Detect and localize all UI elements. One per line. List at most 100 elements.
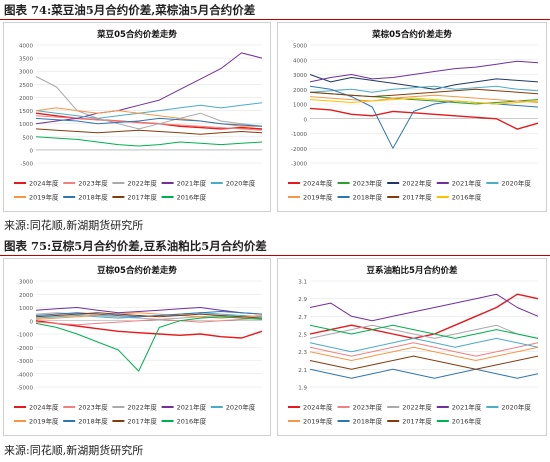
legend-entry: 2023年度 bbox=[353, 403, 383, 412]
y-tick-label: 5000 bbox=[293, 44, 307, 50]
chart-soy-palm-spread: 豆棕05合约价差走势 -5000 -4000 -3000 -2000 -1000 0 1000… bbox=[14, 265, 263, 426]
series-line bbox=[35, 128, 263, 135]
legend-entry: 2016年度 bbox=[452, 193, 482, 202]
legend-entry: 2019年度 bbox=[303, 417, 333, 426]
figure-74-source: 来源:同花顺,新湖期货研究所 bbox=[4, 219, 144, 232]
series-line bbox=[35, 312, 263, 319]
y-tick-label: 2.9 bbox=[298, 297, 307, 303]
legend-entry: 2020年度 bbox=[226, 179, 256, 188]
legend-entry: 2017年度 bbox=[402, 193, 432, 202]
legend-entry: 2019年度 bbox=[29, 193, 59, 202]
figure-74-label: 图表 74:菜豆油5月合约价差,菜棕油5月合约价差 bbox=[4, 3, 256, 17]
y-tick-label: -2000 bbox=[291, 147, 307, 153]
series-line bbox=[35, 312, 263, 320]
legend-entry: 2023年度 bbox=[78, 179, 108, 188]
y-tick-label: 3000 bbox=[19, 70, 33, 76]
figure-75-label: 图表 75:豆棕5月合约价差,豆系油粕比5月合约价差 bbox=[4, 239, 267, 253]
series-line bbox=[309, 85, 539, 93]
y-tick-label: 2000 bbox=[19, 96, 33, 102]
y-tick-label: 1000 bbox=[293, 103, 307, 109]
legend-entry: 2017年度 bbox=[127, 193, 157, 202]
series-line bbox=[309, 324, 539, 339]
y-tick-label: 2500 bbox=[19, 83, 33, 89]
legend-entry: 2022年度 bbox=[127, 403, 157, 412]
legend-entry: 2018年度 bbox=[78, 193, 108, 202]
y-tick-label: 0 bbox=[30, 319, 34, 325]
chart-soy-oil-meal-ratio: 豆系油粕比5月合约价差 1.9 2.1 2.3 2.5 2.7 2.9 3.1 2024年度 20… bbox=[288, 265, 539, 426]
chart-title: 豆系油粕比5月合约价差 bbox=[367, 265, 458, 276]
legend-entry: 2022年度 bbox=[402, 403, 432, 412]
legend-entry: 2022年度 bbox=[402, 179, 432, 188]
series-line bbox=[35, 115, 263, 131]
y-tick-label: -5000 bbox=[17, 386, 33, 392]
chart-panel-rapeseed-palm-spread: 菜棕05合约价差走势 -3000 -2000 -1000 0 1000 2000 3000 40… bbox=[277, 22, 547, 212]
series-line bbox=[35, 117, 263, 127]
chart-title: 菜豆05合约价差走势 bbox=[96, 29, 177, 40]
legend-entry: 2019年度 bbox=[29, 417, 59, 426]
y-tick-label: -500 bbox=[21, 162, 34, 168]
legend-entry: 2016年度 bbox=[177, 193, 207, 202]
y-tick-label: 1.9 bbox=[298, 386, 307, 392]
legend-entry: 2018年度 bbox=[353, 417, 383, 426]
y-tick-label: 2.1 bbox=[298, 368, 307, 374]
series-line bbox=[35, 52, 263, 125]
chart-panel-soy-palm-spread: 豆棕05合约价差走势 -5000 -4000 -3000 -2000 -1000 0 1000… bbox=[3, 258, 271, 436]
series-line bbox=[309, 368, 539, 379]
series-line bbox=[309, 324, 539, 339]
y-tick-label: 3000 bbox=[19, 280, 33, 286]
y-tick-label: -3000 bbox=[291, 162, 307, 168]
series-line bbox=[35, 136, 263, 147]
figure-75-source: 来源:同花顺,新湖期货研究所 bbox=[4, 444, 144, 457]
y-tick-label: 500 bbox=[23, 135, 34, 141]
chart-panel-rapeseed-soy-spread: 菜豆05合约价差走势 -500 0 500 1000 1500 2000 2500 3000 35… bbox=[3, 22, 271, 212]
legend-entry: 2024年度 bbox=[29, 179, 59, 188]
y-tick-label: 2.3 bbox=[298, 350, 307, 356]
y-tick-label: -2000 bbox=[17, 346, 33, 352]
legend-entry: 2018年度 bbox=[353, 193, 383, 202]
series-line bbox=[35, 320, 263, 339]
y-tick-label: 1000 bbox=[19, 306, 33, 312]
y-tick-label: 2.5 bbox=[298, 333, 307, 339]
legend-entry: 2022年度 bbox=[127, 179, 157, 188]
series-line bbox=[309, 293, 539, 322]
series-line bbox=[309, 74, 539, 90]
y-tick-label: 4000 bbox=[293, 58, 307, 64]
y-tick-label: 3.1 bbox=[298, 280, 307, 286]
series-line bbox=[309, 355, 539, 370]
y-tick-label: 0 bbox=[304, 117, 308, 123]
y-tick-label: 1000 bbox=[19, 122, 33, 128]
legend-entry: 2017年度 bbox=[127, 417, 157, 426]
legend-entry: 2020年度 bbox=[226, 403, 256, 412]
legend-entry: 2024年度 bbox=[303, 179, 333, 188]
y-tick-label: 2000 bbox=[293, 88, 307, 94]
legend-entry: 2019年度 bbox=[303, 193, 333, 202]
y-tick-label: -1000 bbox=[17, 333, 33, 339]
chart-panel-soy-oil-meal-ratio: 豆系油粕比5月合约价差 1.9 2.1 2.3 2.5 2.7 2.9 3.1 2024年度 20… bbox=[277, 258, 547, 436]
y-tick-label: 2000 bbox=[19, 293, 33, 299]
series-line bbox=[309, 342, 539, 357]
chart-rapeseed-soy-spread: 菜豆05合约价差走势 -500 0 500 1000 1500 2000 2500 3000 35… bbox=[14, 29, 263, 202]
y-tick-label: 0 bbox=[30, 148, 34, 154]
legend-entry: 2021年度 bbox=[177, 403, 207, 412]
series-line bbox=[309, 94, 539, 103]
chart-title: 豆棕05合约价差走势 bbox=[97, 265, 177, 276]
y-tick-label: 3500 bbox=[19, 57, 33, 63]
legend-entry: 2021年度 bbox=[452, 179, 482, 188]
figure-74-header: 图表 74:菜豆油5月合约价差,菜棕油5月合约价差 bbox=[0, 0, 550, 20]
series-line bbox=[35, 316, 263, 372]
series-line bbox=[309, 97, 539, 105]
legend-entry: 2016年度 bbox=[452, 417, 482, 426]
legend-entry: 2023年度 bbox=[353, 179, 383, 188]
series-line bbox=[309, 88, 539, 98]
legend-entry: 2021年度 bbox=[177, 179, 207, 188]
legend-entry: 2018年度 bbox=[78, 417, 108, 426]
series-line bbox=[309, 107, 539, 130]
y-tick-label: 3000 bbox=[293, 73, 307, 79]
legend-entry: 2024年度 bbox=[29, 403, 59, 412]
legend-entry: 2024年度 bbox=[303, 403, 333, 412]
legend-entry: 2020年度 bbox=[501, 403, 531, 412]
series-line bbox=[35, 76, 263, 130]
series-line bbox=[309, 337, 539, 353]
figure-75-header: 图表 75:豆棕5月合约价差,豆系油粕比5月合约价差 bbox=[0, 236, 550, 256]
series-line bbox=[35, 307, 263, 315]
